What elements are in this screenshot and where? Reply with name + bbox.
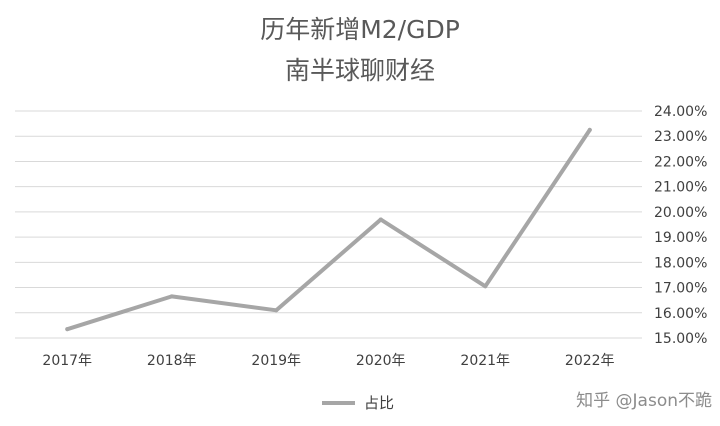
legend-label: 占比 xyxy=(364,394,394,412)
x-tick-label: 2020年 xyxy=(356,353,406,369)
gridlines xyxy=(15,110,642,339)
y-tick-label: 21.00% xyxy=(654,180,707,196)
y-tick-label: 15.00% xyxy=(654,331,707,347)
y-tick-label: 23.00% xyxy=(654,129,707,145)
series-line xyxy=(65,127,592,332)
chart-title: 历年新增M2/GDP xyxy=(260,15,460,44)
y-tick-label: 19.00% xyxy=(654,230,707,246)
y-tick-label: 18.00% xyxy=(654,255,707,271)
x-tick-label: 2019年 xyxy=(251,353,301,369)
y-tick-label: 24.00% xyxy=(654,104,707,120)
data-point xyxy=(483,284,488,289)
data-point xyxy=(587,127,592,132)
data-point xyxy=(378,217,383,222)
x-tick-label: 2018年 xyxy=(147,353,197,369)
y-tick-label: 16.00% xyxy=(654,306,707,322)
x-tick-label: 2021年 xyxy=(460,353,510,369)
series-group xyxy=(65,127,592,332)
x-axis-ticks: 2017年 2018年 2019年 2020年 2021年 2022年 xyxy=(42,353,614,369)
data-point xyxy=(169,294,174,299)
watermark: 知乎 @Jason不跪 xyxy=(576,391,712,411)
chart-subtitle: 南半球聊财经 xyxy=(285,56,435,85)
y-axis-ticks: 15.00% 16.00% 17.00% 18.00% 19.00% 20.00% 21.0… xyxy=(654,104,707,347)
x-tick-label: 2022年 xyxy=(565,353,615,369)
data-point xyxy=(65,327,70,332)
y-tick-label: 17.00% xyxy=(654,281,707,297)
y-tick-label: 22.00% xyxy=(654,154,707,170)
data-point xyxy=(274,308,279,313)
legend: 占比 xyxy=(322,394,394,412)
y-tick-label: 20.00% xyxy=(654,205,707,221)
x-tick-label: 2017年 xyxy=(42,353,92,369)
